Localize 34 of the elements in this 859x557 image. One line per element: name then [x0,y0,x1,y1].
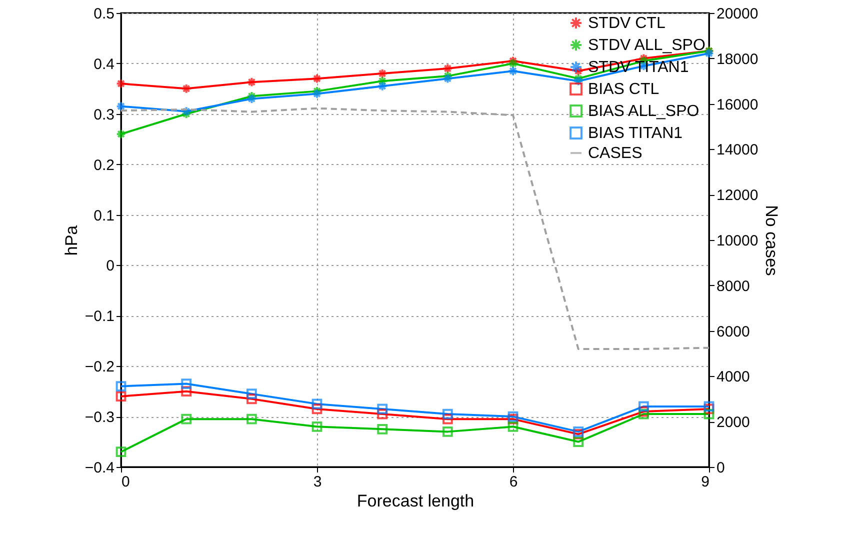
y-tick-label: −0.1 [84,308,114,326]
x-tick-label: 6 [509,474,518,490]
y2-tick-label: 12000 [716,187,758,204]
legend-label: BIAS TITAN1 [588,125,683,142]
y-tick-label: −0.2 [84,358,114,376]
y2-tick-label: 10000 [716,232,758,250]
y2-tick-label: 6000 [716,323,750,340]
y-tick-label: 0.2 [94,156,114,174]
y2-tick-label: 14000 [716,142,758,159]
legend-label: STDV CTL [588,15,666,32]
y-tick-label: 0.4 [94,56,114,73]
y-tick-label: 0.1 [94,207,114,224]
legend-label: BIAS ALL_SPO [588,103,700,120]
y2-tick-label: 20000 [716,6,758,22]
x-tick-label: 3 [313,474,322,490]
y2-tick-label: 4000 [716,368,750,386]
y-tick-label: 0 [106,258,114,275]
x-tick-label: 0 [122,474,130,490]
y-tick-label: −0.3 [84,409,114,426]
y2-axis-title: No cases [762,205,782,276]
y2-tick-label: 2000 [716,414,750,432]
y-tick-label: −0.4 [84,460,114,476]
y2-tick-label: 8000 [716,278,750,295]
y2-tick-label: 18000 [716,50,758,68]
y2-tick-label: 0 [716,460,725,476]
x-tick-label: 9 [701,474,710,490]
legend-label: BIAS CTL [588,81,660,98]
y2-tick-label: 16000 [716,96,758,114]
legend-label: CASES [588,145,642,162]
legend-label: STDV ALL_SPO [588,37,706,54]
y-tick-label: 0.3 [94,106,114,124]
y-tick-label: 0.5 [94,6,114,22]
y-axis-title: hPa [62,224,81,256]
x-axis-title: Forecast length [356,492,474,510]
